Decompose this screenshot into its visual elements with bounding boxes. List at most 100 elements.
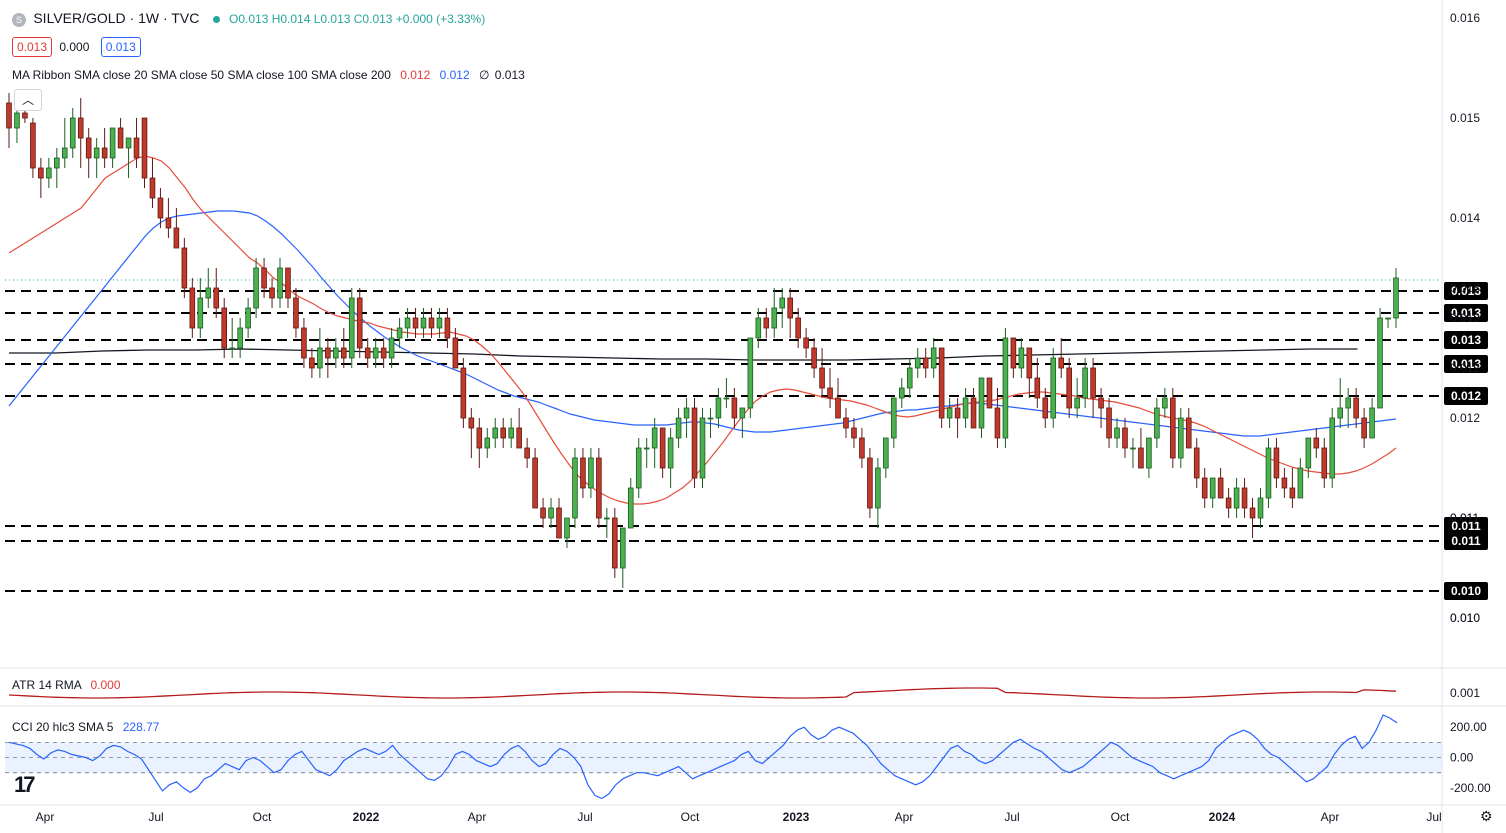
candle-body: [245, 307, 251, 329]
cci-legend[interactable]: CCI 20 hlc3 SMA 5 228.77: [12, 720, 159, 734]
candle-body: [1018, 347, 1025, 369]
candle-body: [962, 397, 969, 419]
candle-body: [675, 417, 682, 439]
candle-body: [508, 427, 514, 439]
candle-body: [285, 267, 291, 299]
symbol-title[interactable]: SILVER/GOLD · 1W · TVC: [33, 10, 200, 26]
candle-body: [213, 287, 220, 309]
price-box-ask: 0.013: [100, 37, 141, 57]
candle-body: [1393, 277, 1399, 319]
candle-body: [795, 317, 801, 339]
candle-body: [1321, 447, 1328, 479]
candle-body: [412, 317, 419, 329]
candle-body: [1154, 407, 1160, 439]
candle-body: [938, 347, 945, 419]
horizontal-level-tag: [1444, 355, 1488, 373]
price-axis-tick: 0.015: [1450, 111, 1480, 125]
candle-body: [739, 407, 746, 419]
candle-body: [763, 317, 770, 329]
candle-body: [1170, 397, 1176, 459]
candle-body: [635, 447, 642, 489]
candle-body: [396, 327, 403, 339]
candle-body: [261, 267, 267, 289]
time-axis-label: Apr: [468, 810, 487, 824]
candle-body: [540, 507, 546, 519]
candle-body: [22, 112, 28, 119]
candle-body: [317, 347, 323, 369]
candle-body: [1074, 397, 1080, 409]
candle-body: [54, 157, 60, 169]
candle-body: [141, 117, 148, 179]
candle-body: [596, 457, 602, 519]
candle-body: [476, 427, 483, 449]
candle-body: [165, 217, 172, 229]
candle-body: [867, 457, 873, 509]
candle-body: [61, 147, 68, 159]
candle-body: [1377, 317, 1383, 409]
cci-value: 228.77: [122, 720, 160, 734]
ma-ribbon-legend[interactable]: MA Ribbon SMA close 20 SMA close 50 SMA …: [12, 68, 525, 82]
candle-body: [38, 167, 44, 179]
candle-body: [1066, 367, 1072, 409]
candle-body: [875, 467, 881, 509]
candle-body: [1217, 477, 1224, 499]
candle-body: [1297, 467, 1304, 499]
candle-body: [1369, 407, 1375, 439]
candle-body: [492, 427, 499, 439]
candle-body: [556, 507, 562, 539]
symbol-legend: S SILVER/GOLD · 1W · TVC O0.013 H0.014 L…: [12, 10, 485, 27]
candle-body: [659, 427, 666, 469]
candle-body: [691, 407, 698, 479]
candle-body: [1329, 417, 1336, 479]
candle-body: [1090, 367, 1096, 399]
time-axis-label: Jul: [577, 810, 592, 824]
candle-body: [85, 137, 92, 159]
candle-body: [883, 437, 889, 469]
candle-body: [532, 457, 538, 509]
candle-body: [1233, 487, 1240, 509]
candle-body: [1201, 477, 1208, 499]
candle-body: [452, 337, 459, 369]
price-boxes: 0.013 0.000 0.013: [12, 37, 145, 57]
time-axis-label: Apr: [36, 810, 55, 824]
candle-body: [269, 287, 275, 299]
candle-body: [229, 347, 235, 350]
horizontal-level-tag: [1444, 304, 1488, 322]
candle-body: [460, 367, 467, 419]
candle-body: [564, 517, 570, 539]
candle-body: [1345, 397, 1351, 409]
candle-body: [731, 397, 738, 419]
sma50-line: [8, 210, 1397, 437]
sma200-line: [9, 348, 1358, 361]
candle-body: [827, 387, 833, 399]
candle-body: [1265, 447, 1272, 499]
candle-body: [922, 357, 929, 369]
candle-body: [580, 457, 586, 489]
horizontal-level-tag: [1444, 331, 1488, 349]
candle-body: [1026, 347, 1033, 379]
candle-body: [1010, 337, 1017, 369]
candle-body: [1353, 397, 1359, 419]
candle-body: [723, 397, 730, 400]
candle-body: [898, 387, 905, 399]
candle-body: [69, 117, 76, 149]
atr-legend[interactable]: ATR 14 RMA 0.000: [12, 678, 121, 692]
candle-body: [819, 367, 825, 389]
candle-body: [6, 102, 12, 129]
chevron-up-icon[interactable]: ︿: [14, 89, 42, 111]
candle-body: [787, 297, 793, 319]
candle-body: [1138, 447, 1144, 469]
candle-body: [109, 127, 116, 159]
candle-body: [1106, 407, 1112, 439]
candle-body: [436, 317, 443, 329]
candle-body: [779, 297, 786, 309]
tradingview-logo[interactable]: 17: [14, 772, 36, 797]
price-axis-tick: 0.016: [1450, 11, 1480, 25]
gear-icon[interactable]: ⚙: [1480, 808, 1493, 824]
cci-axis-tick: -200.00: [1450, 781, 1491, 795]
candle-body: [340, 347, 347, 359]
candle-body: [1241, 487, 1248, 509]
candle-body: [1289, 487, 1296, 499]
candle-body: [1209, 477, 1216, 499]
